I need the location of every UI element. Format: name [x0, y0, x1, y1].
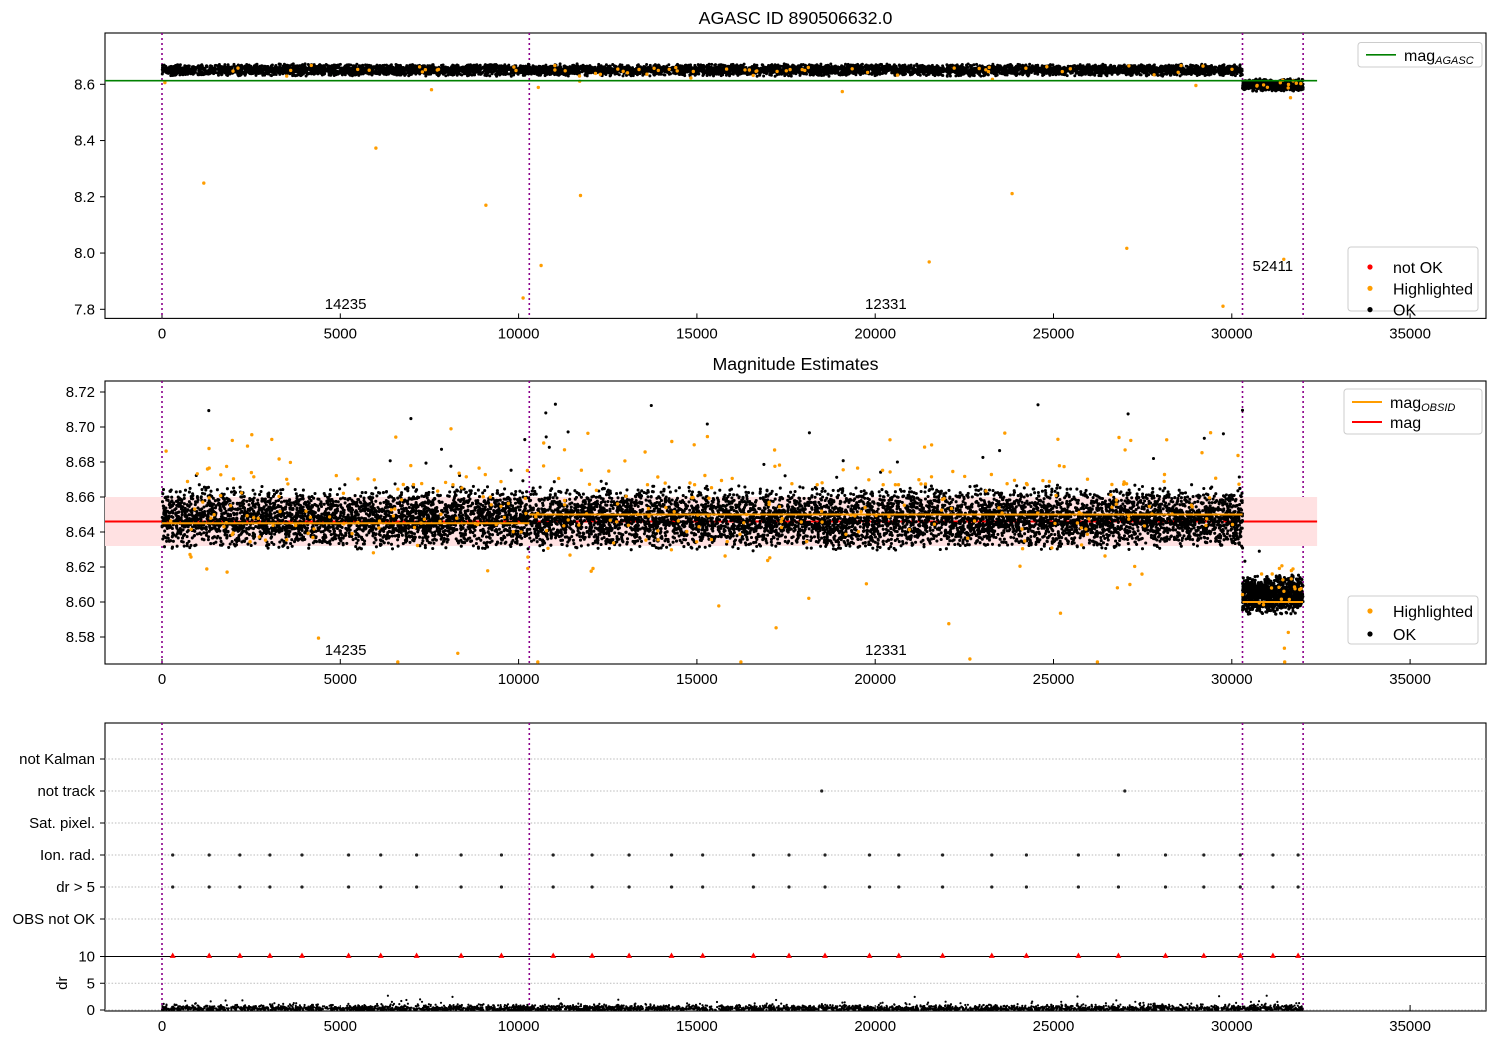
svg-text:35000: 35000	[1389, 325, 1431, 342]
svg-text:OK: OK	[1393, 627, 1416, 644]
svg-text:10: 10	[78, 949, 95, 966]
svg-text:15000: 15000	[676, 671, 718, 688]
svg-text:14235: 14235	[325, 296, 367, 313]
svg-text:8.60: 8.60	[66, 594, 95, 611]
svg-text:5000: 5000	[324, 1018, 357, 1035]
svg-text:12331: 12331	[865, 296, 907, 313]
svg-text:35000: 35000	[1389, 671, 1431, 688]
svg-text:12331: 12331	[865, 642, 907, 659]
svg-text:35000: 35000	[1389, 1018, 1431, 1035]
svg-text:8.64: 8.64	[66, 524, 95, 541]
svg-text:30000: 30000	[1211, 671, 1253, 688]
svg-text:52411: 52411	[1252, 258, 1293, 275]
svg-text:not Kalman: not Kalman	[19, 751, 95, 768]
svg-text:20000: 20000	[854, 325, 896, 342]
svg-text:not OK: not OK	[1393, 260, 1443, 277]
svg-text:25000: 25000	[1033, 325, 1075, 342]
svg-text:0: 0	[158, 325, 166, 342]
svg-text:25000: 25000	[1033, 1018, 1075, 1035]
svg-text:Ion. rad.: Ion. rad.	[40, 847, 95, 864]
svg-text:0: 0	[87, 1002, 95, 1019]
svg-text:10000: 10000	[498, 1018, 540, 1035]
svg-text:20000: 20000	[854, 1018, 896, 1035]
svg-text:dr: dr	[54, 977, 71, 990]
svg-text:8.0: 8.0	[74, 245, 95, 262]
svg-text:5: 5	[87, 975, 95, 992]
svg-text:20000: 20000	[854, 671, 896, 688]
svg-text:8.70: 8.70	[66, 419, 95, 436]
svg-text:15000: 15000	[676, 325, 718, 342]
svg-text:10000: 10000	[498, 671, 540, 688]
svg-text:0: 0	[158, 1018, 166, 1035]
svg-text:30000: 30000	[1211, 1018, 1253, 1035]
svg-text:15000: 15000	[676, 1018, 718, 1035]
svg-text:dr > 5: dr > 5	[56, 879, 95, 896]
svg-text:Highlighted: Highlighted	[1393, 604, 1473, 621]
svg-text:Sat. pixel.: Sat. pixel.	[29, 815, 95, 832]
svg-text:OBS not OK: OBS not OK	[12, 911, 95, 928]
svg-text:not track: not track	[37, 783, 95, 800]
svg-text:8.68: 8.68	[66, 454, 95, 471]
svg-text:8.62: 8.62	[66, 559, 95, 576]
svg-text:Highlighted: Highlighted	[1393, 281, 1473, 298]
svg-text:10000: 10000	[498, 325, 540, 342]
svg-text:8.4: 8.4	[74, 133, 95, 150]
svg-text:5000: 5000	[324, 325, 357, 342]
svg-text:8.58: 8.58	[66, 629, 95, 646]
svg-text:AGASC ID 890506632.0: AGASC ID 890506632.0	[699, 8, 893, 28]
svg-text:14235: 14235	[325, 642, 367, 659]
svg-text:mag: mag	[1390, 415, 1421, 432]
svg-text:Magnitude Estimates: Magnitude Estimates	[712, 354, 878, 374]
svg-text:OK: OK	[1393, 303, 1416, 320]
svg-text:8.66: 8.66	[66, 489, 95, 506]
svg-text:8.72: 8.72	[66, 384, 95, 401]
svg-text:5000: 5000	[324, 671, 357, 688]
svg-text:0: 0	[158, 671, 166, 688]
svg-text:25000: 25000	[1033, 671, 1075, 688]
svg-text:8.2: 8.2	[74, 189, 95, 206]
svg-text:7.8: 7.8	[74, 301, 95, 318]
svg-text:30000: 30000	[1211, 325, 1253, 342]
svg-text:8.6: 8.6	[74, 76, 95, 93]
